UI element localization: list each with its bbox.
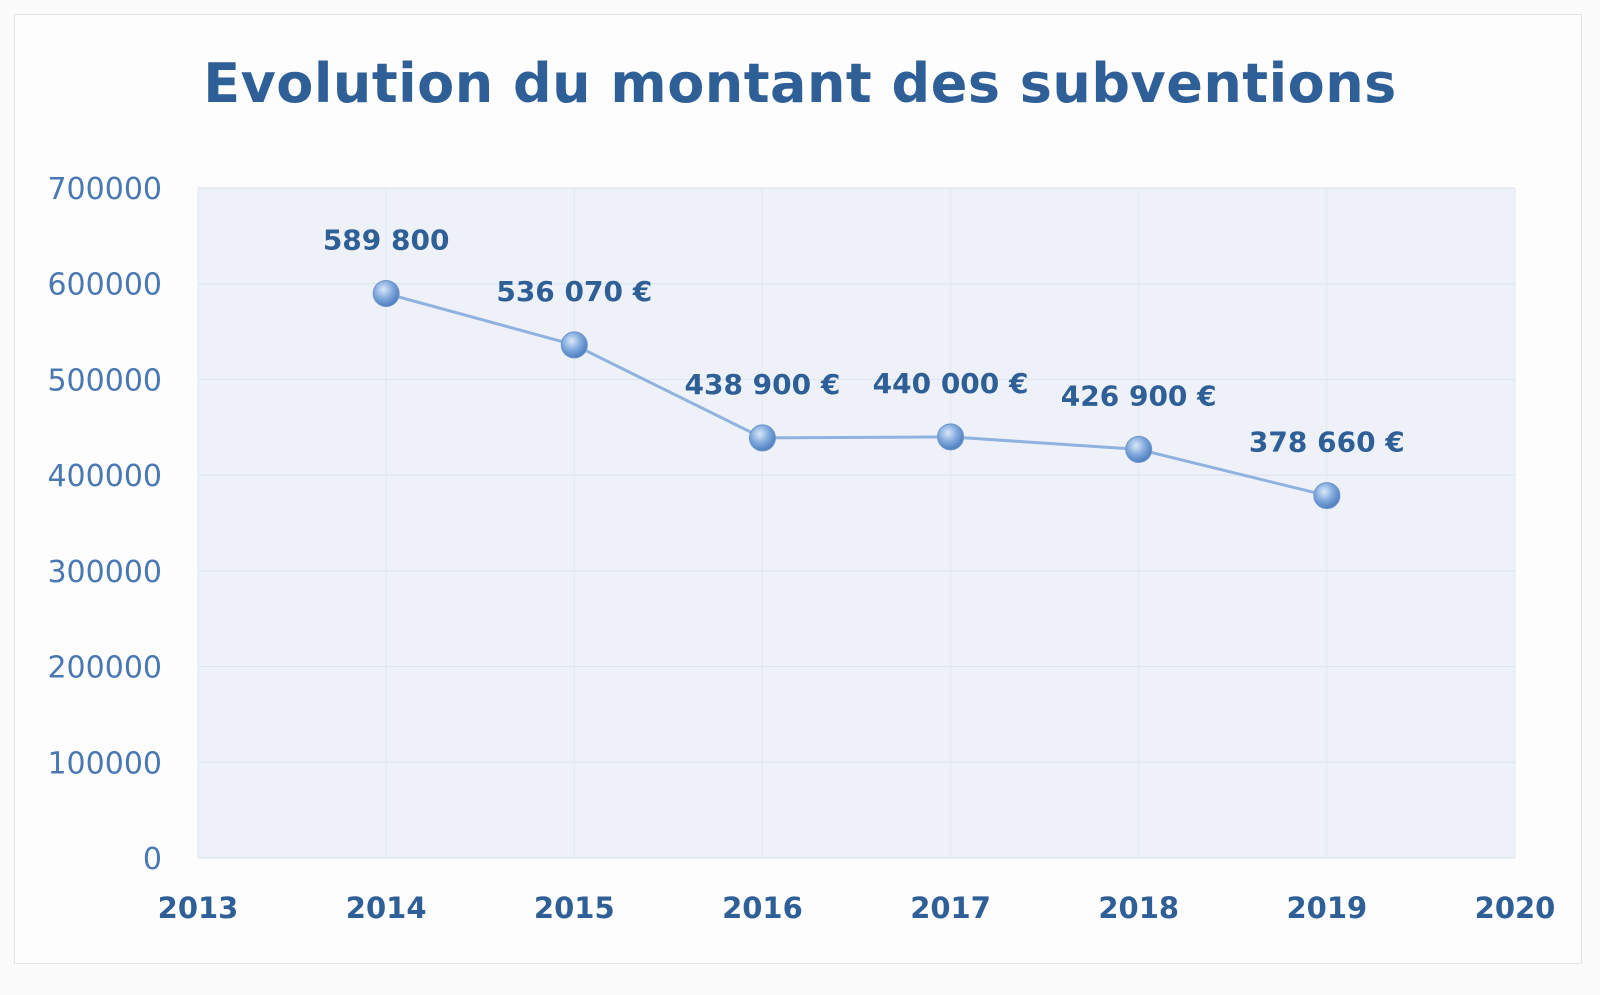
series-markers — [372, 279, 1341, 510]
data-point — [937, 423, 965, 451]
data-labels: 589 800 536 070 € 438 900 € 440 000 € 426 90… — [323, 223, 1405, 458]
x-tick-label: 2013 — [158, 891, 239, 925]
chart-title: Evolution du montant des subventions — [203, 52, 1397, 115]
data-label: 536 070 € — [496, 275, 652, 308]
y-tick-label: 700000 — [47, 172, 162, 207]
plot-area — [198, 188, 1515, 858]
x-tick-label: 2017 — [910, 891, 991, 925]
data-point — [560, 331, 588, 359]
data-point — [748, 424, 776, 452]
data-label: 589 800 — [323, 223, 450, 256]
data-label: 426 900 € — [1061, 379, 1217, 412]
x-tick-label: 2019 — [1286, 891, 1367, 925]
series-line — [385, 292, 1328, 498]
y-tick-label: 100000 — [47, 746, 162, 781]
y-tick-label: 400000 — [47, 459, 162, 494]
data-point — [1313, 482, 1341, 510]
data-label: 440 000 € — [873, 367, 1029, 400]
y-tick-label: 600000 — [47, 268, 162, 303]
y-tick-label: 200000 — [47, 651, 162, 686]
gridlines — [197, 187, 1516, 859]
y-tick-label: 0 — [143, 842, 162, 877]
x-tick-label: 2014 — [346, 891, 427, 925]
y-tick-label: 500000 — [47, 363, 162, 398]
x-tick-label: 2020 — [1475, 891, 1556, 925]
data-point — [372, 279, 400, 307]
y-tick-label: 300000 — [47, 555, 162, 590]
data-label: 438 900 € — [684, 368, 840, 401]
x-tick-label: 2015 — [534, 891, 615, 925]
data-label: 378 660 € — [1249, 426, 1405, 459]
data-point — [1125, 435, 1153, 463]
y-axis-ticks: 0 100000 200000 300000 400000 500000 600000 700… — [47, 172, 162, 877]
x-tick-label: 2018 — [1098, 891, 1179, 925]
x-axis-ticks: 2013 2014 2015 2016 2017 2018 2019 2020 — [158, 891, 1556, 925]
x-tick-label: 2016 — [722, 891, 803, 925]
